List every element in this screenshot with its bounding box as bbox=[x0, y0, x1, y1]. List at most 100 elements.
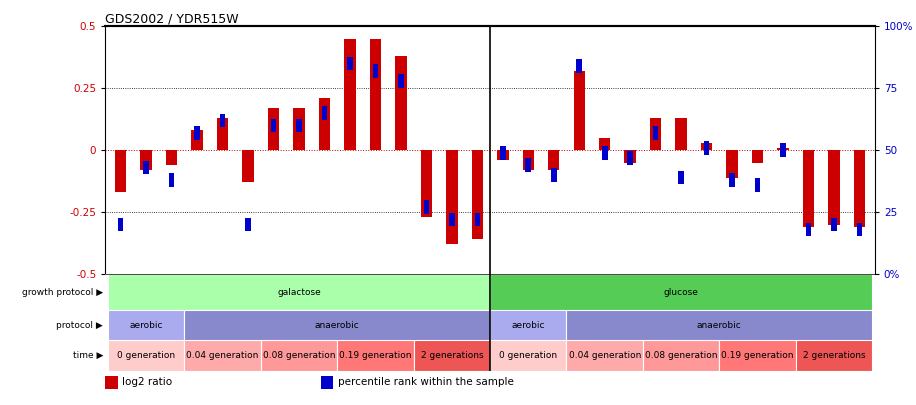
Bar bbox=[701, 143, 713, 150]
Text: GDS2002 / YDR515W: GDS2002 / YDR515W bbox=[105, 12, 239, 25]
Bar bbox=[296, 119, 301, 132]
Bar bbox=[373, 64, 378, 78]
Text: growth protocol ▶: growth protocol ▶ bbox=[22, 288, 103, 296]
Text: aerobic: aerobic bbox=[129, 321, 163, 330]
Bar bbox=[243, 150, 254, 183]
Bar bbox=[627, 151, 633, 164]
Bar bbox=[420, 150, 432, 217]
Bar bbox=[245, 218, 251, 231]
Bar bbox=[108, 274, 490, 310]
Text: percentile rank within the sample: percentile rank within the sample bbox=[338, 377, 514, 387]
Bar bbox=[271, 119, 277, 132]
Bar bbox=[395, 56, 407, 150]
Bar bbox=[497, 150, 508, 160]
Bar bbox=[854, 150, 866, 227]
Bar bbox=[319, 98, 330, 150]
Text: anaerobic: anaerobic bbox=[315, 321, 360, 330]
Bar bbox=[599, 138, 610, 150]
Bar bbox=[398, 74, 404, 87]
Text: 2 generations: 2 generations bbox=[420, 351, 483, 360]
Bar bbox=[828, 150, 840, 225]
Bar bbox=[474, 213, 480, 226]
Bar bbox=[573, 71, 585, 150]
Bar bbox=[337, 340, 414, 371]
Text: 0.04 generation: 0.04 generation bbox=[186, 351, 258, 360]
Bar bbox=[118, 218, 124, 231]
Bar bbox=[856, 223, 862, 237]
Bar bbox=[184, 340, 261, 371]
Bar bbox=[675, 118, 687, 150]
Bar bbox=[143, 161, 149, 175]
Bar bbox=[370, 39, 381, 150]
Bar bbox=[576, 59, 582, 73]
Bar bbox=[105, 376, 117, 389]
Bar bbox=[780, 143, 786, 157]
Bar bbox=[566, 340, 643, 371]
Bar bbox=[267, 108, 279, 150]
Text: 2 generations: 2 generations bbox=[802, 351, 866, 360]
Bar bbox=[806, 223, 812, 237]
Bar bbox=[802, 150, 814, 227]
Bar bbox=[114, 150, 126, 192]
Bar bbox=[347, 57, 353, 70]
Bar bbox=[726, 150, 737, 177]
Text: galactose: galactose bbox=[278, 288, 321, 296]
Bar bbox=[526, 158, 531, 172]
Bar bbox=[293, 108, 305, 150]
Bar bbox=[566, 310, 872, 340]
Bar bbox=[184, 310, 490, 340]
Text: 0 generation: 0 generation bbox=[117, 351, 175, 360]
Text: time ▶: time ▶ bbox=[72, 351, 103, 360]
Bar bbox=[625, 150, 636, 163]
Text: glucose: glucose bbox=[664, 288, 699, 296]
Bar bbox=[490, 310, 566, 340]
Text: aerobic: aerobic bbox=[511, 321, 545, 330]
Bar bbox=[602, 146, 607, 160]
Bar bbox=[472, 150, 483, 239]
Bar bbox=[752, 150, 763, 163]
Bar bbox=[140, 150, 152, 170]
Bar bbox=[703, 141, 709, 155]
Bar bbox=[778, 148, 789, 150]
Bar bbox=[755, 178, 760, 192]
Bar bbox=[414, 340, 490, 371]
Text: protocol ▶: protocol ▶ bbox=[56, 321, 103, 330]
Text: 0.19 generation: 0.19 generation bbox=[721, 351, 794, 360]
Bar bbox=[344, 39, 355, 150]
Bar bbox=[217, 118, 228, 150]
Bar bbox=[191, 130, 202, 150]
Text: 0 generation: 0 generation bbox=[499, 351, 557, 360]
Bar bbox=[653, 126, 659, 140]
Bar bbox=[321, 376, 333, 389]
Bar bbox=[719, 340, 796, 371]
Bar bbox=[643, 340, 719, 371]
Bar bbox=[551, 168, 557, 182]
Text: 0.08 generation: 0.08 generation bbox=[645, 351, 717, 360]
Text: 0.04 generation: 0.04 generation bbox=[569, 351, 641, 360]
Bar bbox=[169, 173, 174, 187]
Bar bbox=[490, 340, 566, 371]
Bar bbox=[500, 146, 506, 160]
Text: 0.08 generation: 0.08 generation bbox=[263, 351, 335, 360]
Bar bbox=[796, 340, 872, 371]
Bar bbox=[322, 106, 327, 120]
Bar bbox=[261, 340, 337, 371]
Bar bbox=[166, 150, 178, 165]
Bar bbox=[831, 218, 837, 231]
Bar bbox=[449, 213, 454, 226]
Bar bbox=[490, 274, 872, 310]
Bar bbox=[108, 310, 184, 340]
Bar bbox=[423, 200, 430, 214]
Bar bbox=[220, 114, 225, 127]
Bar bbox=[679, 171, 684, 184]
Bar bbox=[194, 126, 200, 140]
Bar bbox=[522, 150, 534, 170]
Bar bbox=[548, 150, 560, 170]
Bar bbox=[108, 340, 184, 371]
Bar bbox=[446, 150, 458, 245]
Bar bbox=[650, 118, 661, 150]
Text: anaerobic: anaerobic bbox=[697, 321, 742, 330]
Text: 0.19 generation: 0.19 generation bbox=[339, 351, 411, 360]
Bar bbox=[729, 173, 735, 187]
Text: log2 ratio: log2 ratio bbox=[122, 377, 172, 387]
